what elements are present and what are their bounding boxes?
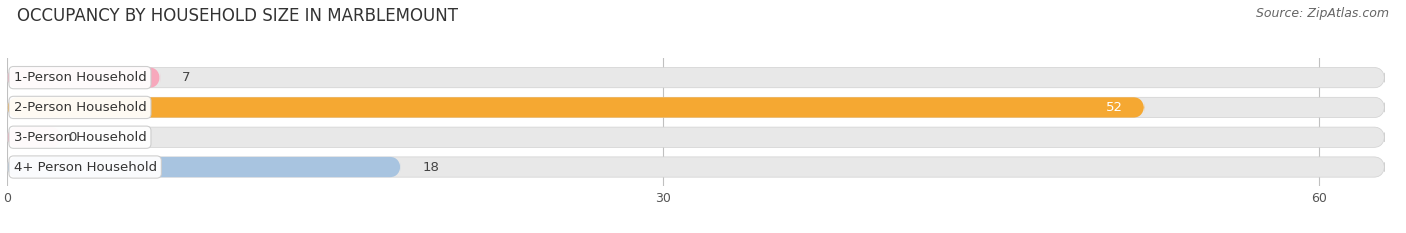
FancyBboxPatch shape <box>7 97 1385 118</box>
FancyBboxPatch shape <box>7 127 1385 147</box>
Text: 0: 0 <box>69 131 77 144</box>
Text: 1-Person Household: 1-Person Household <box>14 71 146 84</box>
Text: 4+ Person Household: 4+ Person Household <box>14 161 156 174</box>
FancyBboxPatch shape <box>7 68 1385 88</box>
Text: 18: 18 <box>423 161 440 174</box>
FancyBboxPatch shape <box>7 157 401 177</box>
Text: Source: ZipAtlas.com: Source: ZipAtlas.com <box>1256 7 1389 20</box>
Text: 7: 7 <box>181 71 190 84</box>
FancyBboxPatch shape <box>7 127 62 147</box>
FancyBboxPatch shape <box>7 97 1144 118</box>
Text: OCCUPANCY BY HOUSEHOLD SIZE IN MARBLEMOUNT: OCCUPANCY BY HOUSEHOLD SIZE IN MARBLEMOU… <box>17 7 458 25</box>
Text: 2-Person Household: 2-Person Household <box>14 101 146 114</box>
FancyBboxPatch shape <box>7 68 160 88</box>
Text: 3-Person Household: 3-Person Household <box>14 131 146 144</box>
FancyBboxPatch shape <box>7 157 1385 177</box>
Text: 52: 52 <box>1105 101 1122 114</box>
